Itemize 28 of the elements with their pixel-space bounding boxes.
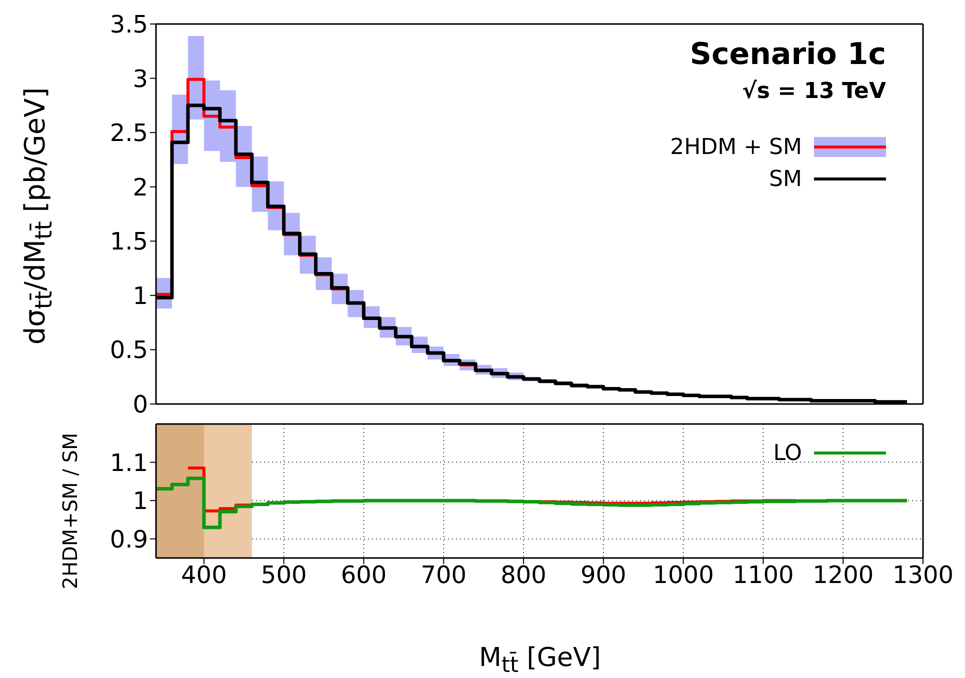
annotation: Scenario 1c bbox=[690, 37, 886, 72]
y-tick-label: 2 bbox=[132, 173, 148, 202]
y-tick-label: 1 bbox=[132, 282, 148, 310]
x-tick-label: 900 bbox=[580, 561, 626, 590]
y-tick-label: 2.5 bbox=[110, 119, 148, 148]
annotation: √s = 13 TeV bbox=[742, 79, 886, 104]
x-tick-label: 1000 bbox=[652, 561, 714, 590]
y-tick-label: 1 bbox=[132, 487, 148, 516]
x-tick-label: 800 bbox=[500, 561, 546, 590]
x-tick-label: 1300 bbox=[892, 561, 954, 590]
x-axis-title: M$_{tt̄}$ [GeV] bbox=[479, 642, 601, 678]
y-tick-label: 3 bbox=[132, 64, 148, 93]
x-tick-label: 1200 bbox=[812, 561, 874, 590]
y-tick-label: 0.9 bbox=[110, 525, 148, 554]
x-tick-label: 500 bbox=[260, 561, 307, 590]
legend-label: SM bbox=[769, 166, 802, 192]
y-tick-label: 0 bbox=[132, 390, 148, 419]
y-axis-title: 2HDM+SM / SM bbox=[58, 432, 82, 589]
y-tick-label: 0.5 bbox=[110, 336, 148, 364]
y-tick-label: 1.1 bbox=[110, 448, 148, 477]
x-tick-label: 1100 bbox=[732, 561, 794, 590]
legend-label: 2HDM + SM bbox=[670, 134, 802, 160]
y-tick-label: 1.5 bbox=[110, 228, 148, 256]
x-tick-label: 400 bbox=[181, 561, 227, 590]
y-tick-label: 3.5 bbox=[110, 10, 148, 39]
x-tick-label: 600 bbox=[340, 561, 387, 590]
legend-label: LO bbox=[773, 440, 802, 466]
x-tick-label: 700 bbox=[420, 561, 467, 590]
